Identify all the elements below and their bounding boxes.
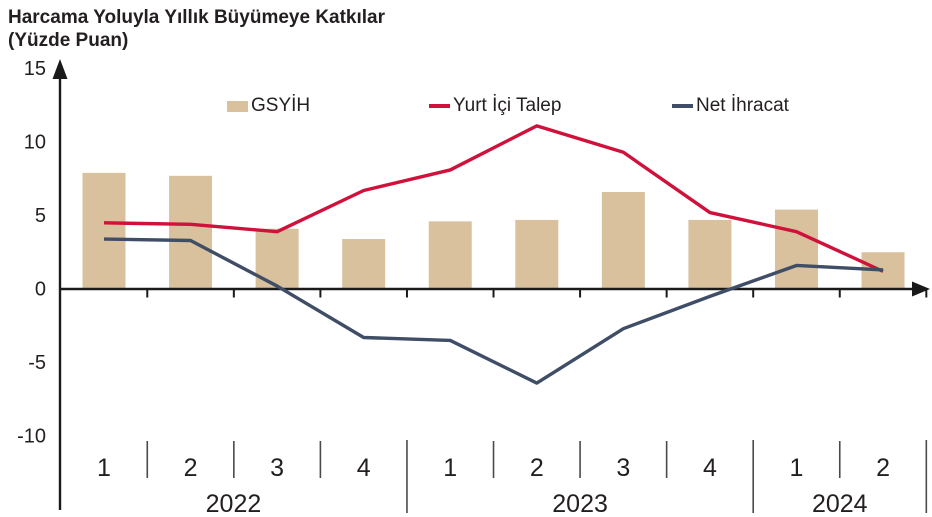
x-axis-arrow-icon <box>912 281 930 297</box>
quarter-label: 2 <box>184 454 198 482</box>
bar-gsyih-5 <box>515 219 559 289</box>
legend-item-net-ihracat: Net İhracat <box>672 95 789 116</box>
legend-item-yurt-ici-talep: Yurt İçi Talep <box>429 95 562 116</box>
gsyih-bar-swatch-icon <box>227 100 248 112</box>
bar-gsyih-8 <box>774 209 818 289</box>
y-tick-label: 10 <box>24 132 46 154</box>
quarter-label: 4 <box>357 454 371 482</box>
yurt-ici-talep-line-swatch-icon <box>429 104 450 108</box>
year-label: 2023 <box>552 490 608 517</box>
quarter-label: 4 <box>703 454 717 482</box>
chart-title: Harcama Yoluyla Yıllık Büyümeye Katkılar <box>8 7 386 28</box>
bar-gsyih-0 <box>82 172 126 289</box>
y-tick-label: 5 <box>35 205 46 227</box>
quarter-label: 1 <box>97 454 111 482</box>
quarter-label: 1 <box>443 454 457 482</box>
y-tick-label: 15 <box>24 58 46 80</box>
bar-gsyih-6 <box>601 191 645 289</box>
quarter-label: 3 <box>616 454 630 482</box>
line-yurt-ici-talep <box>103 124 884 273</box>
quarter-label: 3 <box>270 454 284 482</box>
legend-label-net-ihracat: Net İhracat <box>696 95 789 116</box>
year-label: 2024 <box>812 490 868 517</box>
quarter-label: 2 <box>530 454 544 482</box>
quarter-label: 1 <box>790 454 804 482</box>
year-label: 2022 <box>206 490 262 517</box>
legend-item-gsyih: GSYİH <box>227 95 311 116</box>
y-tick-label: 0 <box>35 279 46 301</box>
bar-gsyih-7 <box>688 219 732 289</box>
line-net-ihracat <box>103 237 884 385</box>
y-tick-label: -10 <box>17 426 46 448</box>
y-tick-label: -5 <box>28 352 46 374</box>
y-axis-arrow-icon <box>52 59 68 79</box>
quarter-label: 2 <box>876 454 890 482</box>
chart-title-block: Harcama Yoluyla Yıllık Büyümeye Katkılar… <box>8 6 385 52</box>
bar-gsyih-1 <box>169 175 213 289</box>
chart-subtitle: (Yüzde Puan) <box>8 30 129 51</box>
bar-gsyih-4 <box>428 221 472 289</box>
bar-gsyih-3 <box>342 239 386 289</box>
net-ihracat-line-swatch-icon <box>672 104 693 108</box>
legend-label-gsyih: GSYİH <box>251 95 311 116</box>
legend-label-yurt-ici-talep: Yurt İçi Talep <box>453 95 562 116</box>
